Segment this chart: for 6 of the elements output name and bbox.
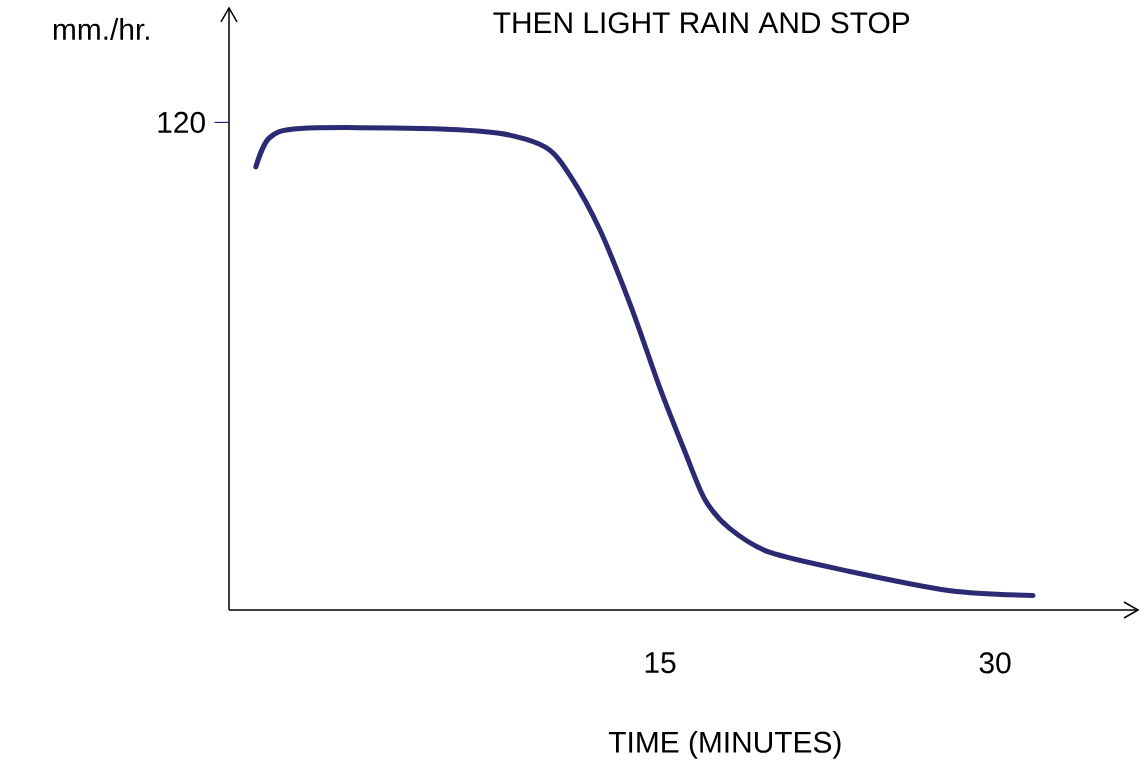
x-tick-label: 15 (645, 652, 676, 674)
text: 120 (158, 111, 205, 133)
y-axis-title: mm./hr. (53, 18, 149, 41)
chart-title: THEN LIGHT RAIN AND STOP (493, 12, 910, 34)
x-axis-title: TIME (MINUTES) (608, 730, 841, 759)
x-tick-label: 30 (979, 652, 1011, 674)
